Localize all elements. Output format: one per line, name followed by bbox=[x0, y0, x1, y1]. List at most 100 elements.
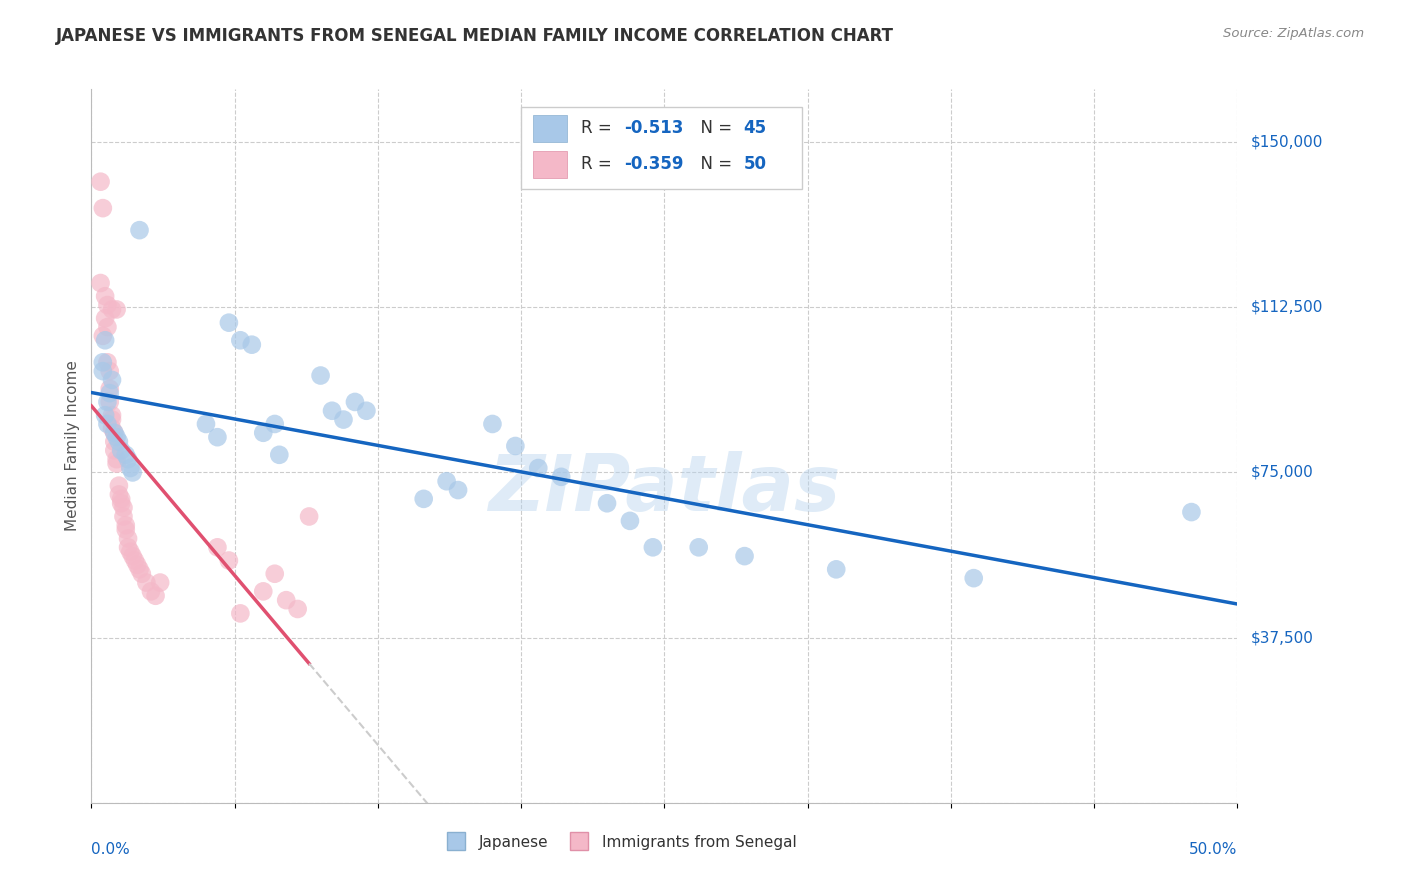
Point bbox=[96, 417, 118, 431]
Text: N =: N = bbox=[689, 155, 737, 173]
Point bbox=[117, 541, 139, 555]
Point bbox=[96, 355, 118, 369]
Text: -0.359: -0.359 bbox=[624, 155, 683, 173]
Point bbox=[207, 430, 229, 444]
Point bbox=[101, 412, 124, 426]
FancyBboxPatch shape bbox=[533, 115, 567, 142]
Point bbox=[120, 461, 142, 475]
Text: $37,500: $37,500 bbox=[1251, 630, 1315, 645]
Point bbox=[145, 589, 167, 603]
Point bbox=[252, 425, 274, 440]
Point bbox=[98, 364, 121, 378]
Text: Source: ZipAtlas.com: Source: ZipAtlas.com bbox=[1223, 27, 1364, 40]
Point bbox=[447, 483, 470, 497]
Text: 50.0%: 50.0% bbox=[1189, 842, 1237, 857]
Point bbox=[135, 575, 157, 590]
Point bbox=[436, 475, 458, 489]
Point bbox=[96, 395, 118, 409]
Point bbox=[103, 434, 125, 449]
Point bbox=[105, 302, 128, 317]
Point bbox=[825, 562, 848, 576]
Point bbox=[309, 368, 332, 383]
Point bbox=[90, 276, 112, 290]
Point bbox=[117, 452, 139, 467]
Point bbox=[101, 373, 124, 387]
Point bbox=[91, 201, 114, 215]
Point bbox=[108, 434, 131, 449]
Point bbox=[110, 496, 132, 510]
Point bbox=[124, 553, 146, 567]
Point bbox=[94, 408, 117, 422]
Point bbox=[128, 562, 150, 576]
Point bbox=[240, 337, 263, 351]
Point bbox=[139, 584, 162, 599]
Point bbox=[527, 461, 550, 475]
Point bbox=[108, 478, 131, 492]
Point bbox=[114, 448, 136, 462]
Text: N =: N = bbox=[689, 120, 737, 137]
Point bbox=[110, 491, 132, 506]
Point bbox=[103, 425, 125, 440]
Point bbox=[734, 549, 756, 563]
Point bbox=[263, 566, 285, 581]
Point bbox=[131, 566, 153, 581]
Point bbox=[98, 386, 121, 401]
Point bbox=[103, 443, 125, 458]
Text: $112,500: $112,500 bbox=[1251, 300, 1323, 315]
Point bbox=[105, 430, 128, 444]
Point bbox=[321, 403, 343, 417]
FancyBboxPatch shape bbox=[522, 107, 801, 189]
Point bbox=[688, 541, 710, 555]
Point bbox=[481, 417, 503, 431]
Point bbox=[127, 558, 149, 572]
FancyBboxPatch shape bbox=[533, 151, 567, 178]
Point bbox=[105, 452, 128, 467]
Point bbox=[117, 532, 139, 546]
Point bbox=[98, 382, 121, 396]
Text: JAPANESE VS IMMIGRANTS FROM SENEGAL MEDIAN FAMILY INCOME CORRELATION CHART: JAPANESE VS IMMIGRANTS FROM SENEGAL MEDI… bbox=[56, 27, 894, 45]
Point bbox=[105, 457, 128, 471]
Point bbox=[120, 545, 142, 559]
Text: 50: 50 bbox=[744, 155, 766, 173]
Text: R =: R = bbox=[581, 120, 617, 137]
Point bbox=[101, 408, 124, 422]
Point bbox=[287, 602, 309, 616]
Point bbox=[332, 412, 354, 426]
Point bbox=[96, 320, 118, 334]
Point bbox=[114, 523, 136, 537]
Point bbox=[298, 509, 321, 524]
Point bbox=[101, 302, 124, 317]
Point bbox=[229, 607, 252, 621]
Point bbox=[207, 541, 229, 555]
Point bbox=[101, 421, 124, 435]
Text: $150,000: $150,000 bbox=[1251, 135, 1323, 150]
Point bbox=[194, 417, 217, 431]
Point bbox=[121, 549, 143, 563]
Point bbox=[91, 329, 114, 343]
Point bbox=[356, 403, 378, 417]
Point bbox=[218, 316, 240, 330]
Text: R =: R = bbox=[581, 155, 617, 173]
Point bbox=[412, 491, 434, 506]
Text: -0.513: -0.513 bbox=[624, 120, 683, 137]
Point bbox=[641, 541, 664, 555]
Point bbox=[263, 417, 285, 431]
Point bbox=[128, 223, 150, 237]
Point bbox=[276, 593, 298, 607]
Point bbox=[94, 311, 117, 326]
Y-axis label: Median Family Income: Median Family Income bbox=[65, 360, 80, 532]
Point bbox=[110, 443, 132, 458]
Point bbox=[229, 333, 252, 347]
Point bbox=[108, 487, 131, 501]
Point bbox=[121, 466, 143, 480]
Point bbox=[252, 584, 274, 599]
Point bbox=[619, 514, 641, 528]
Point bbox=[343, 395, 366, 409]
Legend: Japanese, Immigrants from Senegal: Japanese, Immigrants from Senegal bbox=[434, 829, 803, 855]
Point bbox=[505, 439, 527, 453]
Text: $75,000: $75,000 bbox=[1251, 465, 1315, 480]
Point bbox=[98, 395, 121, 409]
Point bbox=[94, 333, 117, 347]
Point bbox=[94, 289, 117, 303]
Point bbox=[218, 553, 240, 567]
